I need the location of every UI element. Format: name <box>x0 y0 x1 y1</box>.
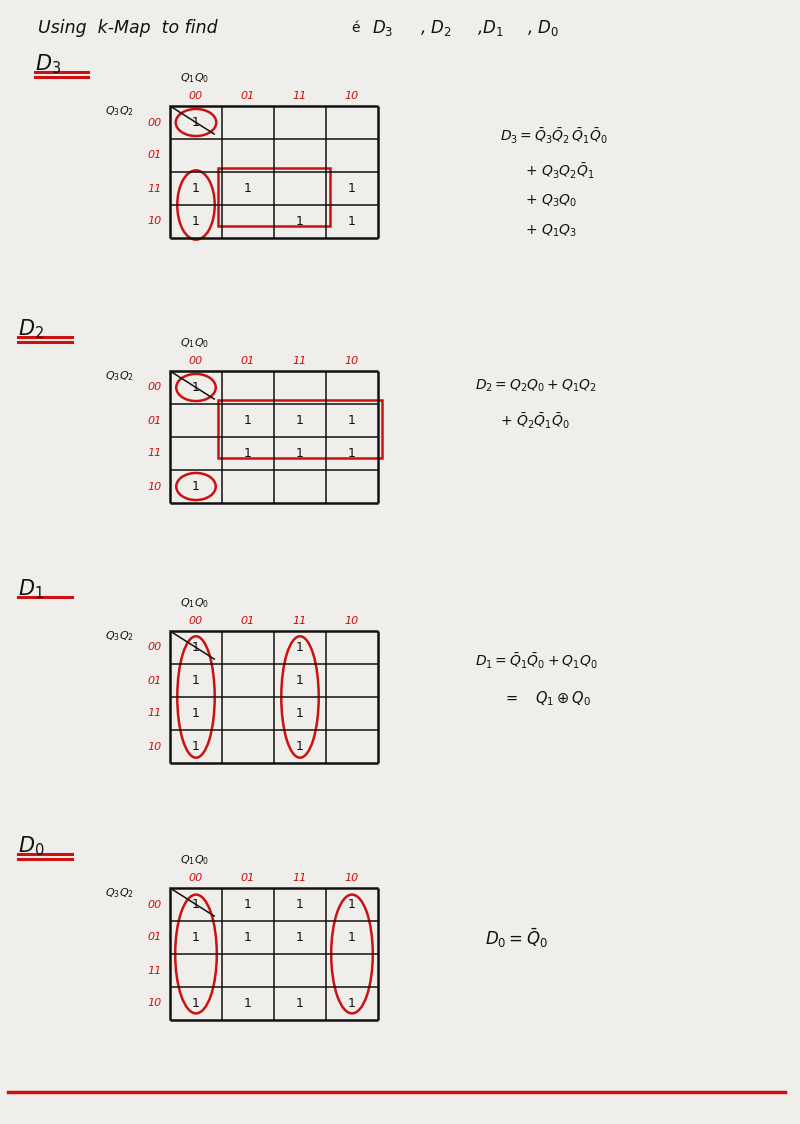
Text: $D_3 = \bar{Q}_3\bar{Q}_2\,\bar{Q}_1\bar{Q}_0$: $D_3 = \bar{Q}_3\bar{Q}_2\,\bar{Q}_1\bar… <box>500 126 608 146</box>
Text: $D_1 = \bar{Q}_1\bar{Q}_0 + Q_1Q_0$: $D_1 = \bar{Q}_1\bar{Q}_0 + Q_1Q_0$ <box>475 652 598 671</box>
Text: 01: 01 <box>241 356 255 366</box>
Text: 00: 00 <box>148 899 162 909</box>
Text: 01: 01 <box>148 933 162 943</box>
Text: $Q_3Q_2$: $Q_3Q_2$ <box>105 369 134 383</box>
Text: 10: 10 <box>345 356 359 366</box>
Text: 1: 1 <box>192 931 200 944</box>
Text: $+\ \bar{Q}_2\bar{Q}_1\bar{Q}_0$: $+\ \bar{Q}_2\bar{Q}_1\bar{Q}_0$ <box>500 411 570 430</box>
Text: $Q_1Q_0$: $Q_1Q_0$ <box>180 853 209 867</box>
Text: 10: 10 <box>345 616 359 626</box>
Text: $D_1$: $D_1$ <box>18 578 44 601</box>
Bar <box>218 167 330 226</box>
Text: $Q_3Q_2$: $Q_3Q_2$ <box>105 629 134 643</box>
Text: 1: 1 <box>192 707 200 720</box>
Text: 10: 10 <box>148 742 162 752</box>
Text: 1: 1 <box>192 674 200 687</box>
Text: 1: 1 <box>348 447 356 460</box>
Text: $D_2 = Q_2Q_0 + Q_1Q_2$: $D_2 = Q_2Q_0 + Q_1Q_2$ <box>475 378 597 395</box>
Text: 1: 1 <box>296 740 304 753</box>
Text: , $D_0$: , $D_0$ <box>522 18 559 38</box>
Text: 1: 1 <box>192 898 200 910</box>
Text: 1: 1 <box>348 931 356 944</box>
Text: 00: 00 <box>148 382 162 392</box>
Text: 1: 1 <box>296 898 304 910</box>
Text: 11: 11 <box>148 966 162 976</box>
Text: 11: 11 <box>293 91 307 101</box>
Text: 1: 1 <box>244 931 252 944</box>
Text: 10: 10 <box>345 873 359 883</box>
Text: 1: 1 <box>192 116 200 129</box>
Text: 1: 1 <box>192 740 200 753</box>
Text: $+\ Q_3Q_0$: $+\ Q_3Q_0$ <box>525 193 577 209</box>
Text: 1: 1 <box>296 215 304 228</box>
Text: $D_2$: $D_2$ <box>18 317 44 341</box>
Text: 1: 1 <box>244 414 252 427</box>
Text: 01: 01 <box>148 416 162 426</box>
Text: 10: 10 <box>148 217 162 227</box>
Text: $=\quad Q_1\oplus Q_0$: $=\quad Q_1\oplus Q_0$ <box>503 690 591 708</box>
Text: , $D_2$: , $D_2$ <box>420 18 452 38</box>
Text: 1: 1 <box>296 674 304 687</box>
Text: 1: 1 <box>348 215 356 228</box>
Text: 1: 1 <box>244 182 252 194</box>
Text: 1: 1 <box>192 182 200 194</box>
Text: 1: 1 <box>296 707 304 720</box>
Text: 1: 1 <box>296 641 304 654</box>
Text: 10: 10 <box>148 481 162 491</box>
Text: $Q_3Q_2$: $Q_3Q_2$ <box>105 886 134 900</box>
Text: $+\ Q_3Q_2\bar{Q}_1$: $+\ Q_3Q_2\bar{Q}_1$ <box>525 162 594 181</box>
Text: 11: 11 <box>293 616 307 626</box>
Text: 1: 1 <box>192 480 200 493</box>
Text: 11: 11 <box>148 183 162 193</box>
Text: 00: 00 <box>148 118 162 127</box>
Text: $+\ Q_1Q_3$: $+\ Q_1Q_3$ <box>525 223 577 239</box>
Text: 00: 00 <box>189 873 203 883</box>
Text: 11: 11 <box>293 356 307 366</box>
Text: 11: 11 <box>293 873 307 883</box>
Text: é: é <box>352 21 370 35</box>
Text: 01: 01 <box>241 873 255 883</box>
Text: 00: 00 <box>189 616 203 626</box>
Text: 00: 00 <box>189 91 203 101</box>
Text: $Q_3Q_2$: $Q_3Q_2$ <box>105 105 134 118</box>
Bar <box>218 400 382 457</box>
Text: 1: 1 <box>296 997 304 1010</box>
Text: 1: 1 <box>348 182 356 194</box>
Text: $Q_1Q_0$: $Q_1Q_0$ <box>180 71 209 85</box>
Text: 01: 01 <box>241 616 255 626</box>
Text: 01: 01 <box>148 151 162 161</box>
Text: 00: 00 <box>189 356 203 366</box>
Text: $D_3$: $D_3$ <box>372 18 394 38</box>
Text: 11: 11 <box>148 448 162 459</box>
Text: $D_3$: $D_3$ <box>35 52 61 75</box>
Text: 11: 11 <box>148 708 162 718</box>
Text: $Q_1Q_0$: $Q_1Q_0$ <box>180 336 209 350</box>
Text: 1: 1 <box>296 931 304 944</box>
Text: $Q_1Q_0$: $Q_1Q_0$ <box>180 596 209 610</box>
Text: 10: 10 <box>148 998 162 1008</box>
Text: $D_0$: $D_0$ <box>18 834 45 858</box>
Text: Using  k-Map  to find: Using k-Map to find <box>38 19 218 37</box>
Text: 1: 1 <box>244 447 252 460</box>
Text: 01: 01 <box>241 91 255 101</box>
Text: 1: 1 <box>244 898 252 910</box>
Text: 1: 1 <box>192 381 200 395</box>
Text: 1: 1 <box>348 997 356 1010</box>
Text: 1: 1 <box>348 414 356 427</box>
Text: $D_0 = \bar{Q}_0$: $D_0 = \bar{Q}_0$ <box>485 926 548 950</box>
Text: 1: 1 <box>296 414 304 427</box>
Text: ,$D_1$: ,$D_1$ <box>472 18 504 38</box>
Text: 1: 1 <box>192 997 200 1010</box>
Text: 01: 01 <box>148 676 162 686</box>
Text: 1: 1 <box>348 898 356 910</box>
Text: 1: 1 <box>296 447 304 460</box>
Text: 00: 00 <box>148 643 162 653</box>
Text: 1: 1 <box>192 215 200 228</box>
Text: 1: 1 <box>244 997 252 1010</box>
Text: 10: 10 <box>345 91 359 101</box>
Text: 1: 1 <box>192 641 200 654</box>
